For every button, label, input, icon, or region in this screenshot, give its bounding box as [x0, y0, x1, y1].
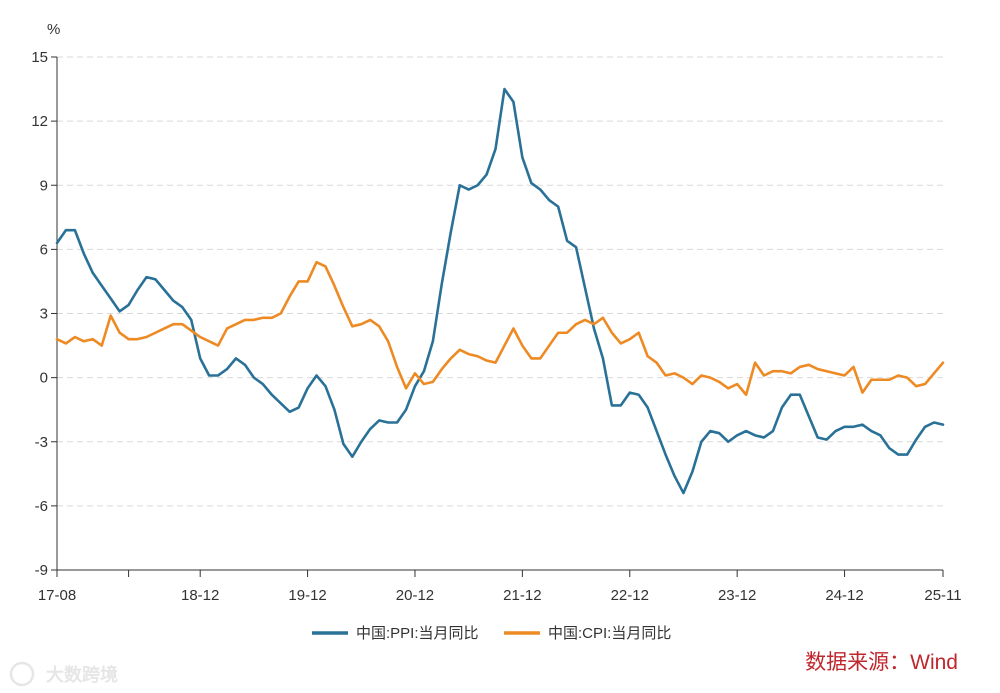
x-tick-label: 22-12: [611, 587, 649, 604]
legend: 中国:PPI:当月同比 中国:CPI:当月同比: [312, 625, 671, 642]
y-tick-label: 15: [31, 49, 48, 66]
legend-label-ppi: 中国:PPI:当月同比: [356, 625, 479, 642]
y-tick-label: -9: [35, 562, 48, 579]
y-tick-label: 9: [40, 177, 48, 194]
x-tick-label: 17-08: [38, 587, 76, 604]
y-tick-label: 12: [31, 113, 48, 130]
x-tick-label: 25-11: [924, 587, 961, 604]
watermark-icon: [9, 661, 35, 687]
series-line-cpi: [55, 260, 945, 397]
y-tick-label: 0: [40, 370, 48, 387]
y-unit-label: %: [47, 21, 60, 38]
y-tick-label: -6: [35, 498, 48, 515]
x-tick-label: 20-12: [396, 587, 434, 604]
legend-item-ppi: 中国:PPI:当月同比: [312, 625, 479, 642]
y-tick-label: -3: [35, 434, 48, 451]
x-tick-label: 18-12: [181, 587, 219, 604]
axes: -9 -6 -3 0 3 6 9 12 15 17-08 18-12 19-12 20-12 21-12 2…: [31, 49, 961, 604]
x-tick-label: 23-12: [718, 587, 756, 604]
series-line-ppi: [55, 87, 945, 495]
source-note: 数据来源：Wind: [805, 651, 958, 674]
x-tick-label: 19-12: [288, 587, 326, 604]
watermark-text: 大数跨境: [46, 664, 118, 685]
x-tick-label: 24-12: [825, 587, 863, 604]
legend-item-cpi: 中国:CPI:当月同比: [504, 625, 671, 642]
series-lines: [55, 87, 945, 495]
watermark-logo: 大数跨境: [9, 661, 118, 687]
y-tick-label: 3: [40, 306, 48, 323]
x-tick-label: 21-12: [503, 587, 541, 604]
y-tick-label: 6: [40, 241, 48, 258]
legend-label-cpi: 中国:CPI:当月同比: [548, 625, 671, 642]
